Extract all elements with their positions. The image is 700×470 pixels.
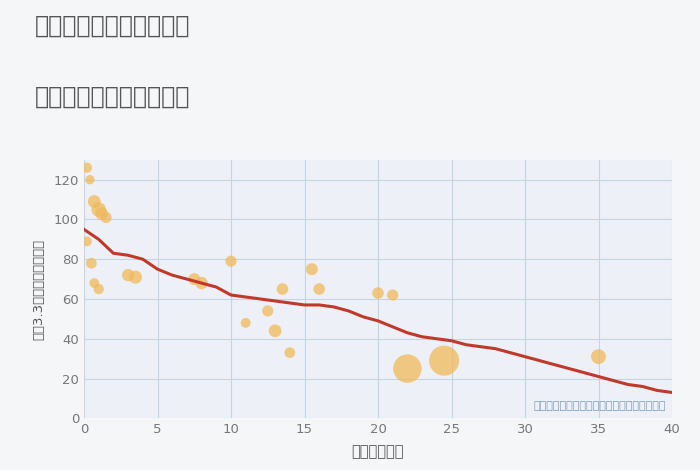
Point bbox=[307, 266, 318, 273]
X-axis label: 築年数（年）: 築年数（年） bbox=[351, 445, 405, 460]
Text: 千葉県流山市富士見台の: 千葉県流山市富士見台の bbox=[35, 14, 190, 38]
Point bbox=[93, 206, 104, 213]
Point bbox=[270, 327, 281, 335]
Point bbox=[101, 214, 112, 221]
Point bbox=[96, 210, 107, 217]
Point bbox=[89, 279, 100, 287]
Point bbox=[314, 285, 325, 293]
Point bbox=[372, 289, 384, 297]
Text: 円の大きさは、取引のあった物件面積を示す: 円の大きさは、取引のあった物件面積を示す bbox=[533, 400, 666, 411]
Point bbox=[89, 198, 100, 205]
Point bbox=[84, 176, 95, 183]
Point bbox=[130, 274, 141, 281]
Point bbox=[81, 164, 92, 172]
Text: 築年数別中古戸建て価格: 築年数別中古戸建て価格 bbox=[35, 85, 190, 109]
Point bbox=[189, 275, 200, 283]
Point bbox=[593, 353, 604, 360]
Point bbox=[93, 285, 104, 293]
Point bbox=[196, 279, 207, 287]
Y-axis label: 坪（3.3㎡）単価（万円）: 坪（3.3㎡）単価（万円） bbox=[32, 238, 46, 340]
Point bbox=[402, 365, 413, 372]
Point bbox=[81, 237, 92, 245]
Point bbox=[85, 259, 97, 267]
Point bbox=[438, 357, 450, 364]
Point bbox=[122, 271, 134, 279]
Point bbox=[387, 291, 398, 299]
Point bbox=[262, 307, 273, 315]
Point bbox=[277, 285, 288, 293]
Point bbox=[284, 349, 295, 356]
Point bbox=[240, 319, 251, 327]
Point bbox=[225, 258, 237, 265]
